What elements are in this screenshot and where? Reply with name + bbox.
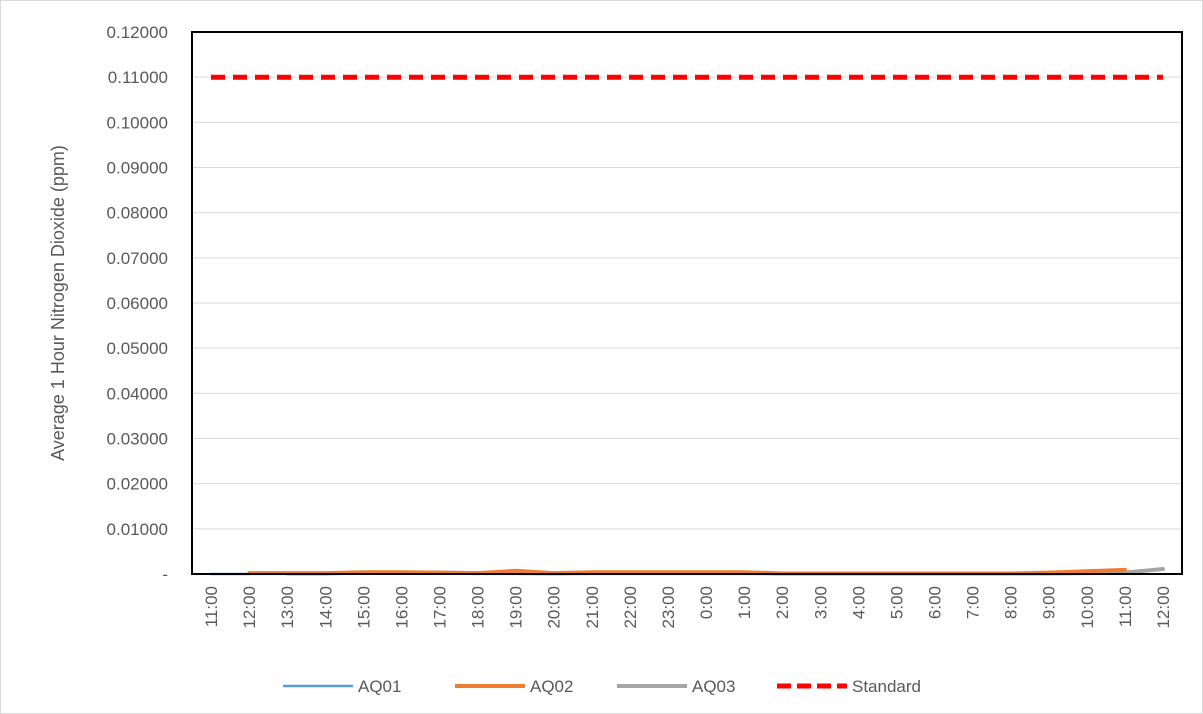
x-tick-label: 9:00 (1040, 586, 1059, 619)
y-tick-label: 0.12000 (107, 23, 168, 42)
plot-area-border (191, 31, 1183, 575)
legend-label-aq01: AQ01 (358, 677, 401, 696)
x-tick-label: 8:00 (1002, 586, 1021, 619)
y-tick-label: 0.05000 (107, 339, 168, 358)
legend-label-standard: Standard (852, 677, 921, 696)
y-tick-label: 0.07000 (107, 249, 168, 268)
x-tick-label: 7:00 (964, 586, 983, 619)
y-tick-label: 0.01000 (107, 520, 168, 539)
x-tick-label: 3:00 (811, 586, 830, 619)
x-tick-label: 5:00 (887, 586, 906, 619)
series-line-aq02 (247, 567, 1127, 576)
x-tick-label: 17:00 (431, 586, 450, 629)
x-tick-label: 20:00 (545, 586, 564, 629)
y-tick-label: 0.02000 (107, 475, 168, 494)
x-tick-label: 15:00 (354, 586, 373, 629)
x-tick-label: 0:00 (697, 586, 716, 619)
x-tick-label: 1:00 (735, 586, 754, 619)
x-tick-label: 11:00 (202, 586, 221, 627)
y-tick-label: 0.03000 (107, 430, 168, 449)
y-tick-labels: - 0.01000 0.02000 0.03000 0.04000 0.05000 0.06… (107, 23, 168, 584)
y-tick-label: 0.08000 (107, 204, 168, 223)
x-tick-label: 10:00 (1078, 586, 1097, 629)
y-tick-label: 0.10000 (107, 113, 168, 132)
y-axis-title: Average 1 Hour Nitrogen Dioxide (ppm) (48, 145, 68, 461)
x-tick-label: 4:00 (849, 586, 868, 619)
legend: AQ01 AQ02 AQ03 Standard (283, 677, 921, 696)
x-tick-label: 23:00 (659, 586, 678, 629)
x-tick-label: 19:00 (507, 586, 526, 629)
y-tick-label: 0.06000 (107, 294, 168, 313)
y-tick-label: 0.11000 (108, 68, 168, 87)
legend-label-aq03: AQ03 (692, 677, 735, 696)
x-tick-label: 12:00 (1154, 586, 1173, 629)
y-tick-label: - (162, 565, 168, 584)
x-tick-label: 2:00 (773, 586, 792, 619)
legend-label-aq02: AQ02 (530, 677, 573, 696)
x-tick-label: 14:00 (316, 586, 335, 629)
x-tick-label: 21:00 (583, 586, 602, 629)
x-tick-label: 22:00 (621, 586, 640, 629)
gridlines (192, 76, 1182, 530)
x-tick-label: 16:00 (392, 586, 411, 629)
series-lines (209, 74, 1165, 576)
x-tick-label: 11:00 (1116, 586, 1135, 627)
y-tick-label: 0.04000 (107, 384, 168, 403)
x-tick-labels: 11:00 12:00 13:00 14:00 15:00 16:00 17:00 18:00… (202, 586, 1173, 629)
x-tick-label: 6:00 (926, 586, 945, 619)
x-tick-label: 12:00 (240, 586, 259, 629)
x-tick-label: 18:00 (469, 586, 488, 629)
x-tick-label: 13:00 (278, 586, 297, 629)
y-tick-label: 0.09000 (107, 159, 168, 178)
